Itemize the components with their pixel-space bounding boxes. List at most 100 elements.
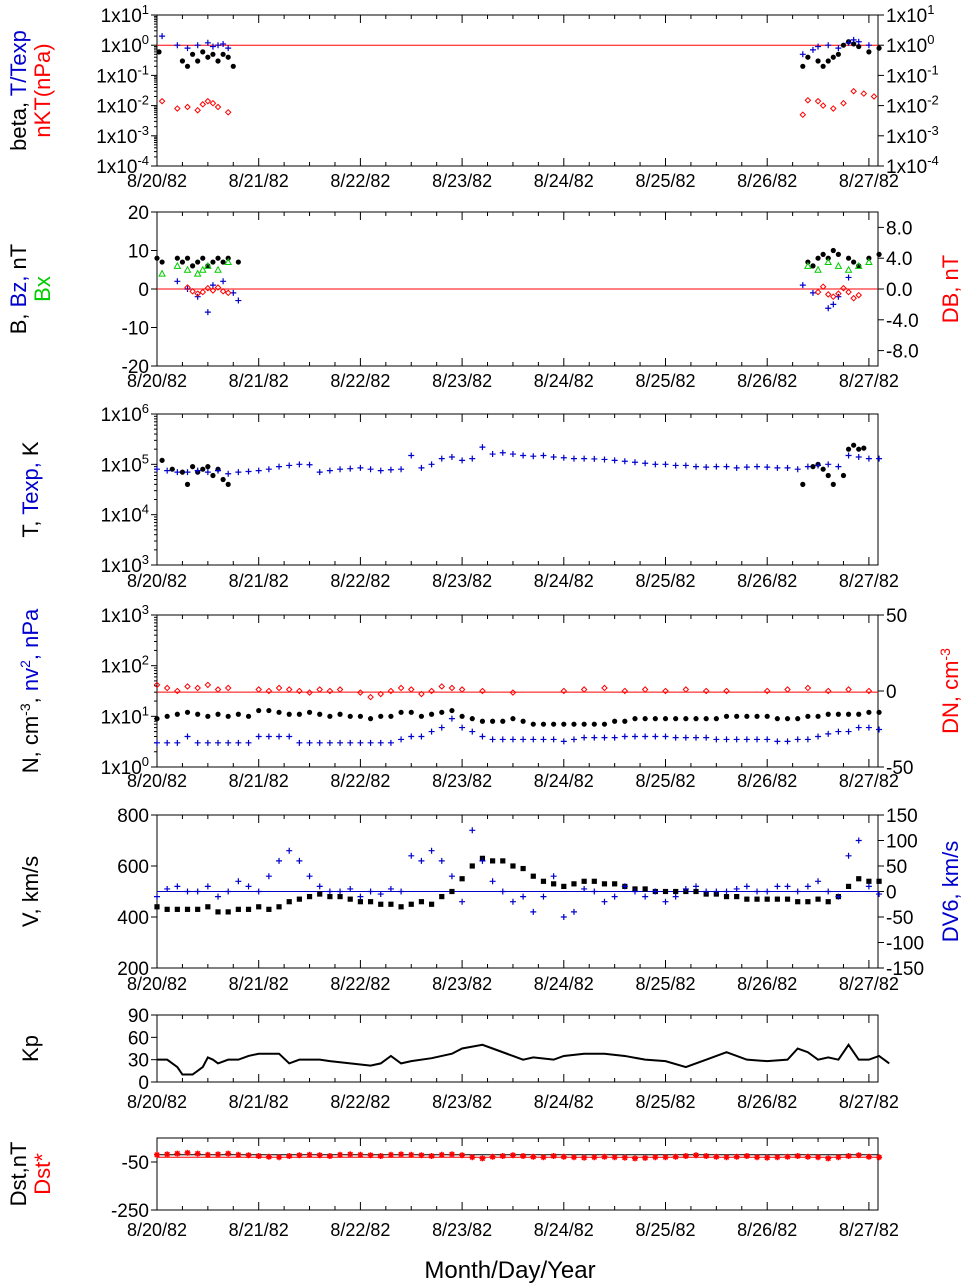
data-point-v: [815, 896, 821, 902]
data-point-n: [856, 711, 862, 717]
data-point-n: [510, 716, 516, 722]
data-point-texp: [723, 463, 730, 470]
data-point-dn: [438, 683, 446, 690]
data-point-texp: [804, 463, 811, 470]
data-point-dv6: [540, 893, 547, 900]
data-point-nv2: [154, 739, 160, 746]
data-point-dst_star: [316, 1152, 323, 1159]
data-point-dv6: [835, 893, 842, 900]
data-point-db: [814, 288, 822, 296]
data-point-dv6: [204, 883, 211, 890]
x-tick-label: 8/26/82: [737, 171, 797, 191]
data-point-v: [693, 888, 699, 895]
y-tick-label: -10: [122, 319, 149, 340]
data-point-nv2: [876, 726, 883, 733]
y-tick-label: 10: [128, 242, 149, 263]
data-point-dst_star: [611, 1154, 618, 1161]
data-point-t: [189, 464, 196, 470]
y-tick-exponent: -1: [137, 62, 149, 77]
data-point-texp: [601, 456, 608, 463]
data-point-dv6: [489, 878, 496, 885]
data-point-texp: [235, 469, 242, 476]
data-point-n: [195, 711, 201, 717]
data-point-texp: [631, 459, 638, 466]
x-tick-label: 8/23/82: [432, 571, 492, 591]
x-tick-label: 8/26/82: [737, 1092, 797, 1112]
data-point-dst_star: [713, 1153, 720, 1160]
data-point-nv2: [540, 736, 547, 743]
y-axis-label-part: Dst*: [30, 1153, 55, 1195]
data-point-texp: [296, 461, 303, 468]
data-point-dn: [641, 686, 649, 693]
data-point-n: [673, 716, 679, 722]
data-point-dv6: [215, 893, 222, 900]
y-axis-label-part: nv: [18, 668, 43, 691]
data-point-n: [439, 709, 445, 715]
x-tick-label: 8/20/82: [127, 571, 187, 591]
data-point-texp: [438, 455, 445, 462]
data-point-n: [784, 716, 791, 722]
data-point-dv6: [154, 893, 160, 900]
x-tick-label: 8/23/82: [432, 1220, 492, 1240]
data-point-dv6: [520, 893, 527, 900]
data-point-b: [210, 259, 216, 265]
data-point-nv2: [703, 734, 710, 741]
data-point-dn: [845, 686, 852, 693]
data-point-texp: [387, 466, 394, 473]
data-point-nv2: [804, 736, 811, 743]
data-point-nv2: [855, 724, 862, 731]
data-point-v: [856, 876, 862, 882]
data-point-dst_star: [815, 1154, 822, 1161]
data-point-texp: [479, 444, 486, 451]
data-point-bx: [214, 265, 222, 273]
data-point-texp: [845, 452, 852, 459]
data-point-bz: [174, 278, 181, 285]
x-tick-label: 8/21/82: [229, 171, 289, 191]
data-point-dv6: [306, 873, 313, 880]
data-point-beta: [825, 58, 831, 64]
data-point-dst_star: [296, 1152, 303, 1159]
data-point-dv6: [469, 827, 476, 834]
data-point-n: [530, 721, 536, 727]
y-tick-exponent: -3: [137, 123, 149, 138]
data-point-v: [367, 899, 374, 905]
data-point-dv6: [743, 883, 750, 890]
data-point-dn: [682, 686, 690, 693]
data-point-nv2: [479, 733, 486, 740]
data-point-n: [337, 711, 343, 717]
data-point-db: [845, 288, 852, 296]
data-point-dv6: [194, 888, 201, 895]
data-point-v: [490, 858, 496, 864]
data-point-t_texp: [159, 33, 166, 40]
data-point-nv2: [723, 736, 730, 743]
y-tick-exponent: 3: [142, 552, 149, 567]
data-point-v: [805, 899, 811, 905]
data-point-t_texp: [835, 45, 842, 52]
data-point-nv2: [764, 736, 771, 743]
y-axis-label: T, Texp, K: [18, 441, 43, 538]
data-point-dv6: [662, 898, 669, 905]
data-point-dv6: [876, 891, 883, 898]
data-point-texp: [784, 464, 791, 471]
data-point-bx: [814, 265, 822, 273]
right-tick-label: -8.0: [886, 342, 919, 363]
y-axis-label-part: K: [18, 441, 43, 456]
data-point-dn: [184, 683, 191, 690]
x-tick-label: 8/23/82: [432, 771, 492, 791]
data-point-nv2: [448, 715, 455, 722]
data-point-b: [845, 255, 852, 261]
data-point-b: [815, 255, 821, 261]
data-point-dst_star: [184, 1149, 191, 1156]
data-point-dn: [367, 693, 374, 701]
y-tick-label: 1x103: [101, 602, 149, 627]
data-point-n: [540, 721, 547, 727]
data-point-nkt: [214, 103, 222, 111]
data-point-dst_star: [733, 1153, 740, 1160]
x-tick-label: 8/24/82: [534, 974, 594, 994]
data-point-bx: [834, 261, 843, 269]
y-axis-label: Bx: [30, 276, 55, 302]
x-tick-label: 8/20/82: [127, 171, 187, 191]
data-point-dv6: [774, 883, 781, 890]
data-point-dn: [224, 684, 232, 692]
data-point-nv2: [357, 739, 364, 746]
